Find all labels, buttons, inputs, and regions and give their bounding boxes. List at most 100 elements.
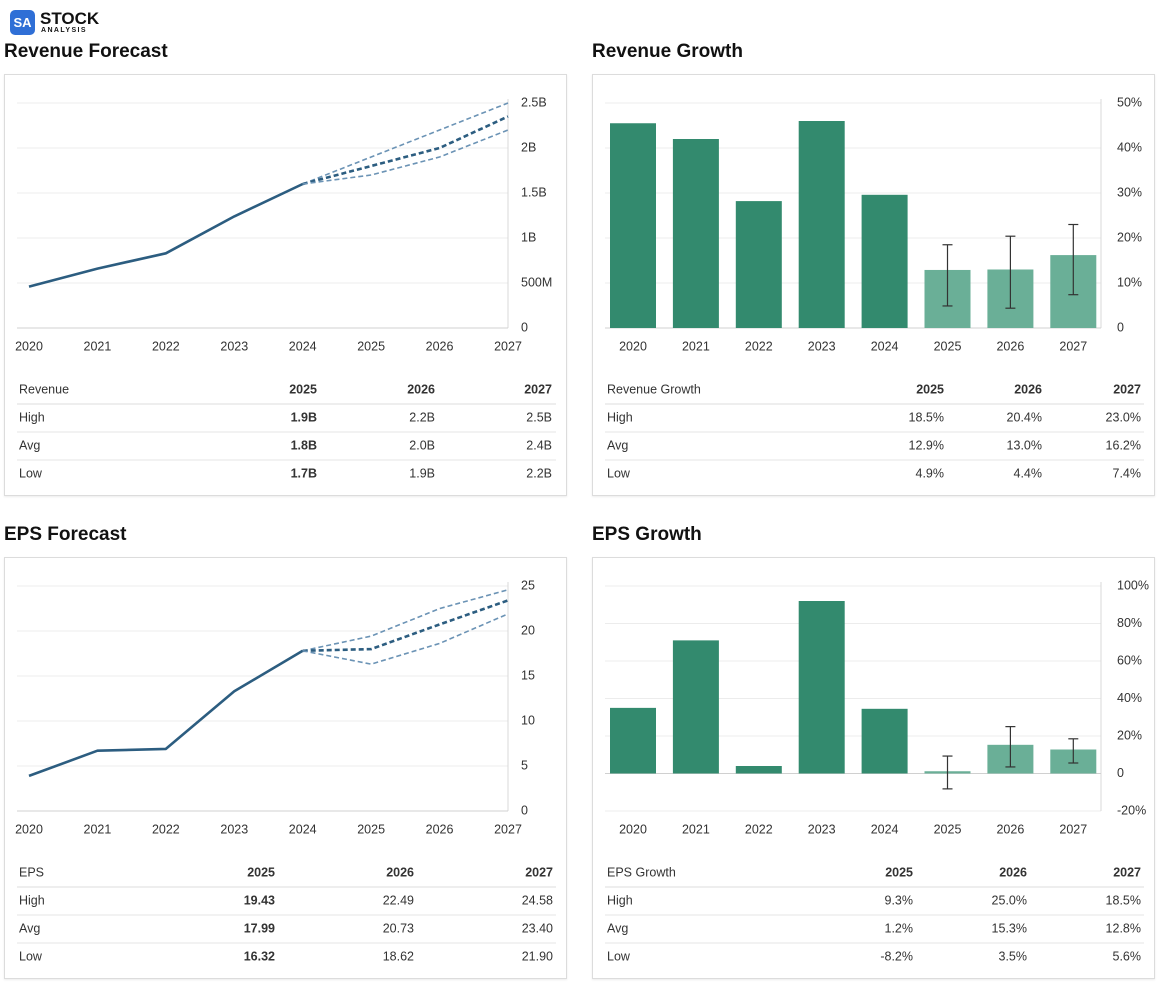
error-bar: [1005, 726, 1016, 768]
table-cell: 1.2%: [885, 921, 914, 935]
line-series: [28, 182, 304, 288]
table-header-year: 2027: [525, 865, 553, 879]
bar: [798, 121, 845, 328]
table-row-label: Avg: [607, 438, 628, 452]
error-bar: [1068, 223, 1079, 296]
x-tick-label: 2020: [15, 822, 43, 836]
logo-name: STOCK: [40, 9, 100, 28]
table-row-label: Avg: [19, 921, 40, 935]
table-cell: 16.32: [244, 949, 275, 963]
x-tick-label: 2025: [934, 339, 962, 353]
y-tick-label: -20%: [1117, 803, 1146, 817]
bar: [861, 708, 908, 774]
table-cell: 2.0B: [409, 438, 435, 452]
chart-panel: -20% 0 20% 40% 60% 80% 100% 2020 2021 2022 2023 202…: [592, 557, 1155, 979]
bar: [861, 194, 908, 328]
y-tick-label: 20%: [1117, 230, 1142, 244]
y-tick-label: 0: [1117, 766, 1124, 780]
table-header-label: EPS: [19, 865, 44, 879]
x-tick-label: 2026: [426, 822, 454, 836]
table-header-year: 2025: [916, 382, 944, 396]
x-tick-label: 2026: [426, 339, 454, 353]
x-tick-label: 2026: [996, 822, 1024, 836]
line-series: [28, 649, 304, 778]
line-series: [302, 589, 509, 652]
y-tick-label: 20: [521, 623, 535, 637]
table-cell: 1.8B: [291, 438, 317, 452]
line-series: [302, 129, 509, 185]
chart-title: Revenue Forecast: [4, 41, 168, 62]
chart-panel: 0 500M 1B 1.5B 2B 2.5B 2020 2021 2022 2023 2024 202…: [4, 74, 567, 496]
y-tick-label: 2.5B: [521, 95, 547, 109]
table-cell: 15.3%: [992, 921, 1027, 935]
table-header-label: EPS Growth: [607, 865, 676, 879]
y-tick-label: 1.5B: [521, 185, 547, 199]
table-row-label: Low: [607, 949, 631, 963]
y-tick-label: 2B: [521, 140, 536, 154]
y-tick-label: 20%: [1117, 728, 1142, 742]
x-tick-label: 2022: [152, 339, 180, 353]
table-header-year: 2027: [1113, 382, 1141, 396]
table-cell: 16.2%: [1106, 438, 1141, 452]
table-header-label: Revenue Growth: [607, 382, 701, 396]
x-tick-label: 2027: [494, 822, 522, 836]
bar: [798, 601, 845, 774]
table-header-year: 2026: [386, 865, 414, 879]
y-tick-label: 25: [521, 578, 535, 592]
y-tick-label: 15: [521, 668, 535, 682]
y-tick-label: 1B: [521, 230, 536, 244]
y-tick-label: 0: [1117, 320, 1124, 334]
table-cell: 2.2B: [409, 410, 435, 424]
table-cell: 12.9%: [909, 438, 944, 452]
y-tick-label: 0: [521, 803, 528, 817]
table-header-year: 2026: [999, 865, 1027, 879]
x-tick-label: 2025: [934, 822, 962, 836]
bar: [735, 766, 782, 774]
y-tick-label: 40%: [1117, 691, 1142, 705]
table-row-label: Avg: [607, 921, 628, 935]
chart-panel: 0 10% 20% 30% 40% 50% 2020 2021 2022 2023 2024 2025…: [592, 74, 1155, 496]
bar: [610, 123, 656, 328]
table-cell: 7.4%: [1113, 466, 1142, 480]
table-cell: 12.8%: [1106, 921, 1141, 935]
x-tick-label: 2023: [808, 822, 836, 836]
table-cell: 4.4%: [1014, 466, 1043, 480]
table-cell: 19.43: [244, 893, 275, 907]
chart-title: EPS Forecast: [4, 524, 127, 545]
error-bar: [942, 755, 953, 790]
logo-tagline: ANALYSIS: [41, 27, 87, 34]
x-tick-label: 2025: [357, 822, 385, 836]
x-tick-label: 2027: [1059, 339, 1087, 353]
bar: [672, 640, 719, 774]
table-row-label: Low: [19, 466, 43, 480]
table-header-year: 2027: [1113, 865, 1141, 879]
table-cell: 17.99: [244, 921, 275, 935]
table-header-year: 2026: [407, 382, 435, 396]
bar: [735, 201, 782, 328]
x-tick-label: 2020: [619, 822, 647, 836]
table-cell: 2.2B: [526, 466, 552, 480]
table-row-label: High: [19, 893, 45, 907]
table-cell: 22.49: [383, 893, 414, 907]
logo[interactable]: SA STOCK ANALYSIS: [10, 10, 110, 36]
x-tick-label: 2023: [808, 339, 836, 353]
x-tick-label: 2024: [871, 339, 899, 353]
y-tick-label: 80%: [1117, 616, 1142, 630]
table-header-year: 2025: [289, 382, 317, 396]
y-tick-label: 30%: [1117, 185, 1142, 199]
table-cell: 13.0%: [1007, 438, 1042, 452]
x-tick-label: 2023: [220, 822, 248, 836]
bar: [672, 139, 719, 328]
table-header-label: Revenue: [19, 382, 69, 396]
table-cell: 9.3%: [885, 893, 914, 907]
line-series: [302, 102, 509, 185]
table-cell: 23.0%: [1106, 410, 1141, 424]
line-series: [302, 613, 509, 665]
x-tick-label: 2020: [619, 339, 647, 353]
table-cell: 18.5%: [1106, 893, 1141, 907]
table-cell: 25.0%: [992, 893, 1027, 907]
x-tick-label: 2021: [84, 822, 112, 836]
table-cell: 1.7B: [291, 466, 317, 480]
